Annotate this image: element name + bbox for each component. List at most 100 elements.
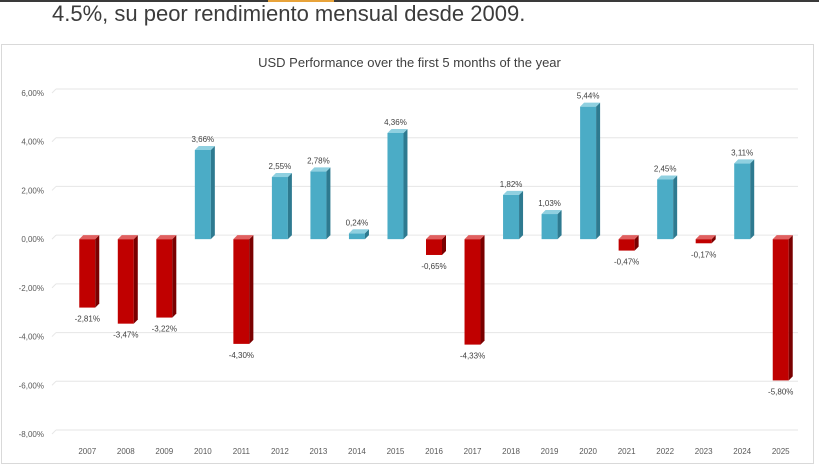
data-label: -4,33%	[460, 352, 485, 361]
bar-top	[194, 145, 215, 150]
x-tick-label: 2017	[464, 447, 482, 456]
x-tick-label: 2025	[772, 447, 790, 456]
y-tick-label: -8,00%	[19, 430, 44, 439]
bar-top	[426, 235, 446, 240]
bar	[79, 239, 96, 308]
bar	[734, 163, 751, 240]
gridline-depth	[51, 332, 57, 337]
x-tick-label: 2013	[310, 447, 328, 456]
bar-side	[403, 128, 408, 240]
bar-top	[117, 235, 138, 240]
data-label: 2,78%	[307, 156, 330, 165]
gridline-depth	[51, 234, 57, 240]
bar	[657, 179, 674, 240]
bar-side	[95, 235, 100, 308]
data-label: 1,03%	[538, 199, 561, 208]
x-tick-label: 2008	[117, 447, 135, 456]
gridline-depth	[51, 380, 57, 386]
bar-top	[772, 235, 793, 240]
chart-title: USD Performance over the first 5 months …	[258, 55, 561, 70]
data-label: 2,45%	[654, 164, 677, 173]
data-label: -2,81%	[75, 315, 100, 324]
bar-top	[387, 128, 408, 133]
top-divider-bar	[0, 0, 819, 2]
y-tick-label: 6,00%	[21, 89, 44, 98]
x-tick-label: 2012	[271, 447, 289, 456]
bar-side	[634, 235, 639, 251]
gridline-depth	[51, 429, 57, 435]
x-tick-label: 2014	[348, 447, 366, 456]
data-label: 1,82%	[500, 180, 523, 189]
bar-side	[788, 235, 793, 381]
bar-top	[348, 229, 369, 234]
bar	[541, 214, 558, 240]
data-label: 4,36%	[384, 118, 407, 127]
bar-side	[210, 145, 215, 240]
bar	[695, 239, 712, 244]
bar	[233, 239, 250, 344]
x-tick-label: 2018	[502, 447, 520, 456]
data-label: 5,44%	[577, 92, 600, 101]
bar-top	[734, 159, 755, 164]
bar-top	[271, 173, 292, 178]
bar-side	[750, 159, 755, 240]
bar	[117, 239, 134, 324]
bar-side	[480, 235, 485, 345]
bar	[348, 233, 365, 240]
x-tick-label: 2021	[618, 447, 636, 456]
bar-top	[79, 235, 100, 240]
x-tick-label: 2022	[656, 447, 674, 456]
bar-side	[711, 235, 716, 244]
bar	[310, 171, 327, 240]
bar	[271, 177, 288, 240]
bar-side	[133, 235, 138, 324]
bar	[194, 149, 211, 240]
top-accent-bar	[268, 0, 334, 2]
x-tick-label: 2007	[78, 447, 96, 456]
bar-side	[249, 235, 254, 344]
gridline-depth	[51, 137, 57, 143]
gridline-depth	[51, 88, 57, 94]
x-tick-label: 2009	[155, 447, 173, 456]
bar-side	[557, 210, 562, 240]
bar-side	[596, 102, 601, 240]
bar-side	[364, 229, 369, 240]
bar	[426, 239, 442, 255]
article-headline: 4.5%, su peor rendimiento mensual desde …	[52, 1, 526, 26]
bar-top	[464, 235, 485, 240]
bar-top	[695, 235, 716, 240]
x-tick-label: 2024	[733, 447, 751, 456]
x-tick-label: 2019	[541, 447, 559, 456]
y-tick-label: 4,00%	[21, 138, 44, 147]
data-label: -4,30%	[229, 351, 254, 360]
x-tick-label: 2016	[425, 447, 443, 456]
data-label: 3,11%	[731, 148, 753, 157]
x-tick-label: 2011	[233, 447, 251, 456]
data-label: 2,55%	[269, 162, 292, 171]
gridline-depth	[51, 186, 57, 191]
bar-top	[657, 175, 678, 180]
bar-top	[541, 210, 562, 215]
bar-side	[519, 190, 524, 240]
data-label: -0,17%	[691, 250, 716, 259]
bar-top	[618, 235, 639, 240]
y-tick-label: -6,00%	[19, 381, 44, 390]
bar-top	[156, 235, 177, 240]
bar-top	[233, 235, 254, 240]
data-label: -3,47%	[113, 331, 138, 340]
bar-side	[287, 173, 292, 240]
bar-side	[326, 167, 331, 240]
y-tick-label: -2,00%	[19, 284, 44, 293]
data-label: 3,66%	[191, 135, 214, 144]
y-tick-label: -4,00%	[19, 333, 44, 342]
bar-top	[580, 102, 601, 107]
gridline-depth	[51, 283, 57, 289]
data-label: -5,80%	[768, 387, 793, 396]
data-label: -0,65%	[421, 262, 446, 271]
data-label: -0,47%	[614, 258, 639, 267]
bar-side	[172, 235, 177, 318]
bar	[503, 194, 520, 240]
data-label: 0,24%	[346, 218, 369, 227]
bar	[387, 132, 404, 240]
